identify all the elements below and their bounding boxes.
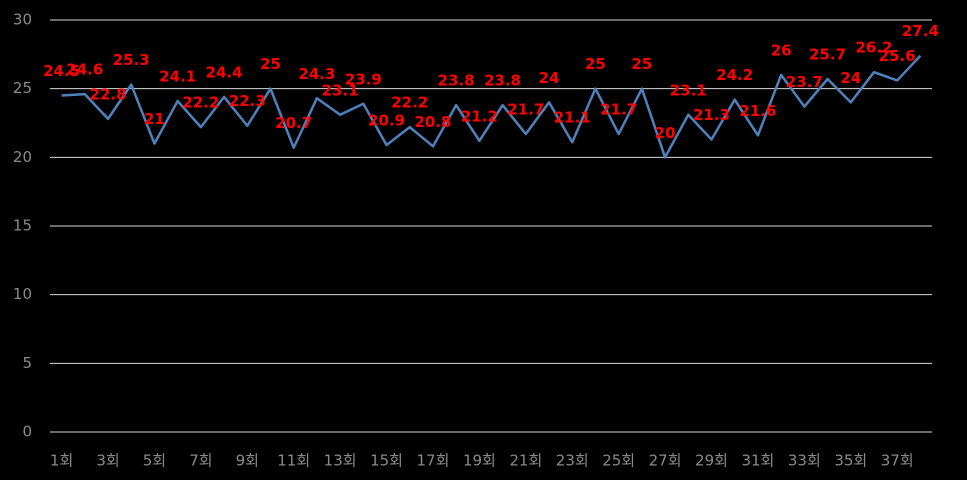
data-label: 24.5 <box>43 62 80 80</box>
data-label: 22.8 <box>90 85 127 103</box>
x-tick-label: 3회 <box>96 452 119 470</box>
data-label: 25 <box>585 55 606 73</box>
data-label: 21.3 <box>693 106 730 124</box>
y-tick-label: 10 <box>13 285 32 303</box>
data-label: 25 <box>260 55 281 73</box>
x-tick-label: 9회 <box>236 452 259 470</box>
data-label: 26.2 <box>855 39 892 57</box>
x-tick-label: 7회 <box>189 452 212 470</box>
x-tick-label: 23회 <box>556 452 589 470</box>
line <box>61 54 922 159</box>
x-tick-label: 19회 <box>463 452 496 470</box>
x-tick-label: 13회 <box>324 452 357 470</box>
x-tick-label: 11회 <box>277 452 310 470</box>
x-tick-label: 25회 <box>602 452 635 470</box>
data-label: 20.7 <box>275 114 312 132</box>
data-label: 24 <box>840 69 861 87</box>
y-tick-label: 30 <box>13 11 32 29</box>
data-label: 23.1 <box>670 81 707 99</box>
x-tick-label: 1회 <box>50 452 73 470</box>
data-label: 22.2 <box>391 94 428 112</box>
data-label: 25.6 <box>879 47 916 65</box>
x-tick-label: 21회 <box>509 452 542 470</box>
data-label: 27.4 <box>902 22 939 40</box>
data-label: 20.8 <box>414 113 451 131</box>
x-tick-label: 29회 <box>695 452 728 470</box>
data-label: 24.4 <box>206 63 243 81</box>
y-tick-label: 25 <box>13 79 32 97</box>
x-tick-label: 5회 <box>143 452 166 470</box>
data-label: 22.3 <box>229 92 266 110</box>
data-label: 24.3 <box>298 65 335 83</box>
data-label: 24 <box>539 69 560 87</box>
x-tick-label: 31회 <box>741 452 774 470</box>
data-label: 21.2 <box>461 107 498 125</box>
data-label: 25 <box>631 55 652 73</box>
data-label: 24.1 <box>159 68 196 86</box>
x-tick-label: 37회 <box>881 452 914 470</box>
data-label: 24.2 <box>716 66 753 84</box>
x-tick-label: 33회 <box>788 452 821 470</box>
x-tick-label: 17회 <box>417 452 450 470</box>
y-tick-label: 20 <box>13 148 32 166</box>
data-label: 23.9 <box>345 70 382 88</box>
data-label: 26 <box>771 41 792 59</box>
data-label: 23.8 <box>438 72 475 90</box>
data-label: 20.9 <box>368 111 405 129</box>
y-tick-label: 15 <box>13 217 32 235</box>
data-label: 21.1 <box>554 109 591 127</box>
y-tick-label: 5 <box>22 354 32 372</box>
data-label: 25.7 <box>809 46 846 64</box>
x-tick-label: 27회 <box>649 452 682 470</box>
data-label: 24.6 <box>66 61 103 79</box>
data-label: 23.1 <box>322 81 359 99</box>
data-label: 21.7 <box>600 100 637 118</box>
data-label: 20 <box>655 124 676 142</box>
y-tick-label: 0 <box>22 423 32 441</box>
x-tick-label: 15회 <box>370 452 403 470</box>
data-label: 22.2 <box>182 94 219 112</box>
data-label: 21.6 <box>739 102 776 120</box>
x-tick-label: 35회 <box>834 452 867 470</box>
data-label: 23.7 <box>786 73 823 91</box>
data-label: 23.8 <box>484 72 521 90</box>
data-label: 21 <box>144 110 165 128</box>
data-label: 21.7 <box>507 100 544 118</box>
data-label: 25.3 <box>113 51 150 69</box>
